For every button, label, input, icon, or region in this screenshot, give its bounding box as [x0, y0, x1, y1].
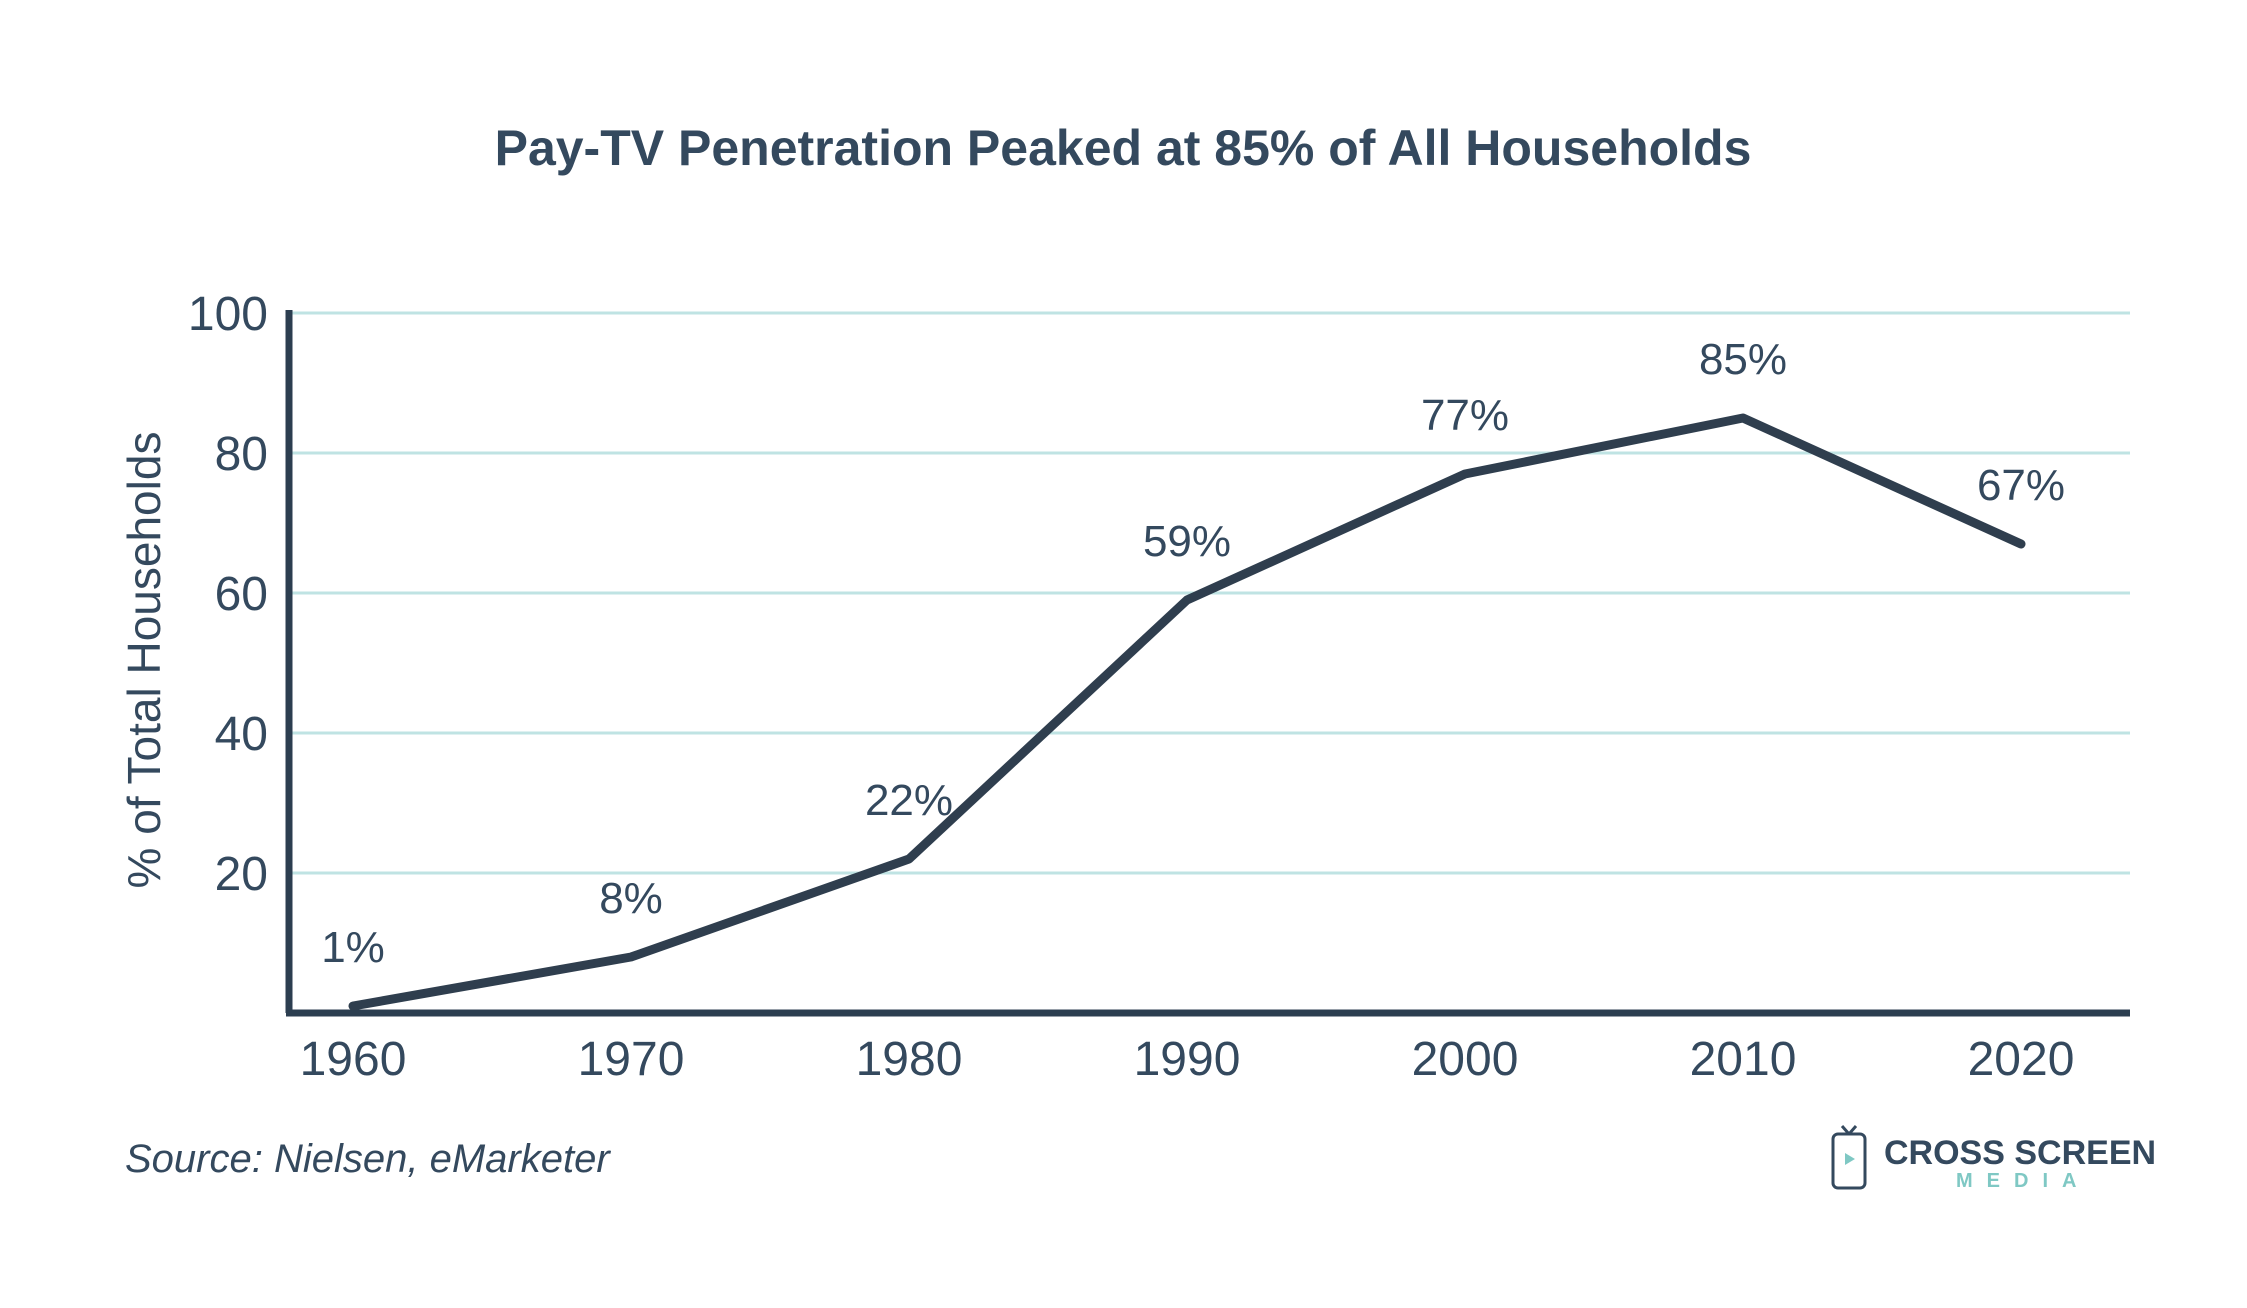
data-labels: 1% 8% 22% 59% 77% 85% 67% — [321, 335, 2065, 972]
x-tick-label: 1970 — [578, 1033, 685, 1086]
y-tick-label: 20 — [215, 848, 268, 901]
x-tick-label: 2010 — [1690, 1033, 1797, 1086]
y-tick-label: 60 — [215, 568, 268, 621]
brand-sub: MEDIA — [1956, 1170, 2090, 1192]
tv-icon — [1831, 1125, 1867, 1190]
x-tick-label: 1980 — [856, 1033, 963, 1086]
data-label: 22% — [865, 776, 953, 825]
x-tick-label: 2000 — [1412, 1033, 1519, 1086]
data-label: 85% — [1699, 335, 1787, 384]
brand-name: CROSS SCREEN — [1884, 1134, 2156, 1172]
y-tick-label: 40 — [215, 708, 268, 761]
data-label: 8% — [599, 874, 663, 923]
y-tick-labels: 20 40 60 80 100 — [188, 288, 268, 901]
x-tick-labels: 1960 1970 1980 1990 2000 2010 2020 — [300, 1033, 2075, 1086]
data-label: 1% — [321, 923, 385, 972]
x-tick-label: 2020 — [1968, 1033, 2075, 1086]
y-axis-label: % of Total Households — [118, 432, 170, 889]
data-label: 59% — [1143, 517, 1231, 566]
brand-logo: CROSS SCREEN MEDIA — [1831, 1125, 2156, 1192]
x-tick-label: 1990 — [1134, 1033, 1241, 1086]
y-tick-label: 100 — [188, 288, 268, 341]
series-line — [348, 413, 2026, 1011]
y-tick-label: 80 — [215, 428, 268, 481]
chart-title: Pay-TV Penetration Peaked at 85% of All … — [495, 120, 1752, 176]
data-label: 77% — [1421, 391, 1509, 440]
data-label: 67% — [1977, 461, 2065, 510]
x-tick-label: 1960 — [300, 1033, 407, 1086]
source-note: Source: Nielsen, eMarketer — [125, 1137, 611, 1181]
